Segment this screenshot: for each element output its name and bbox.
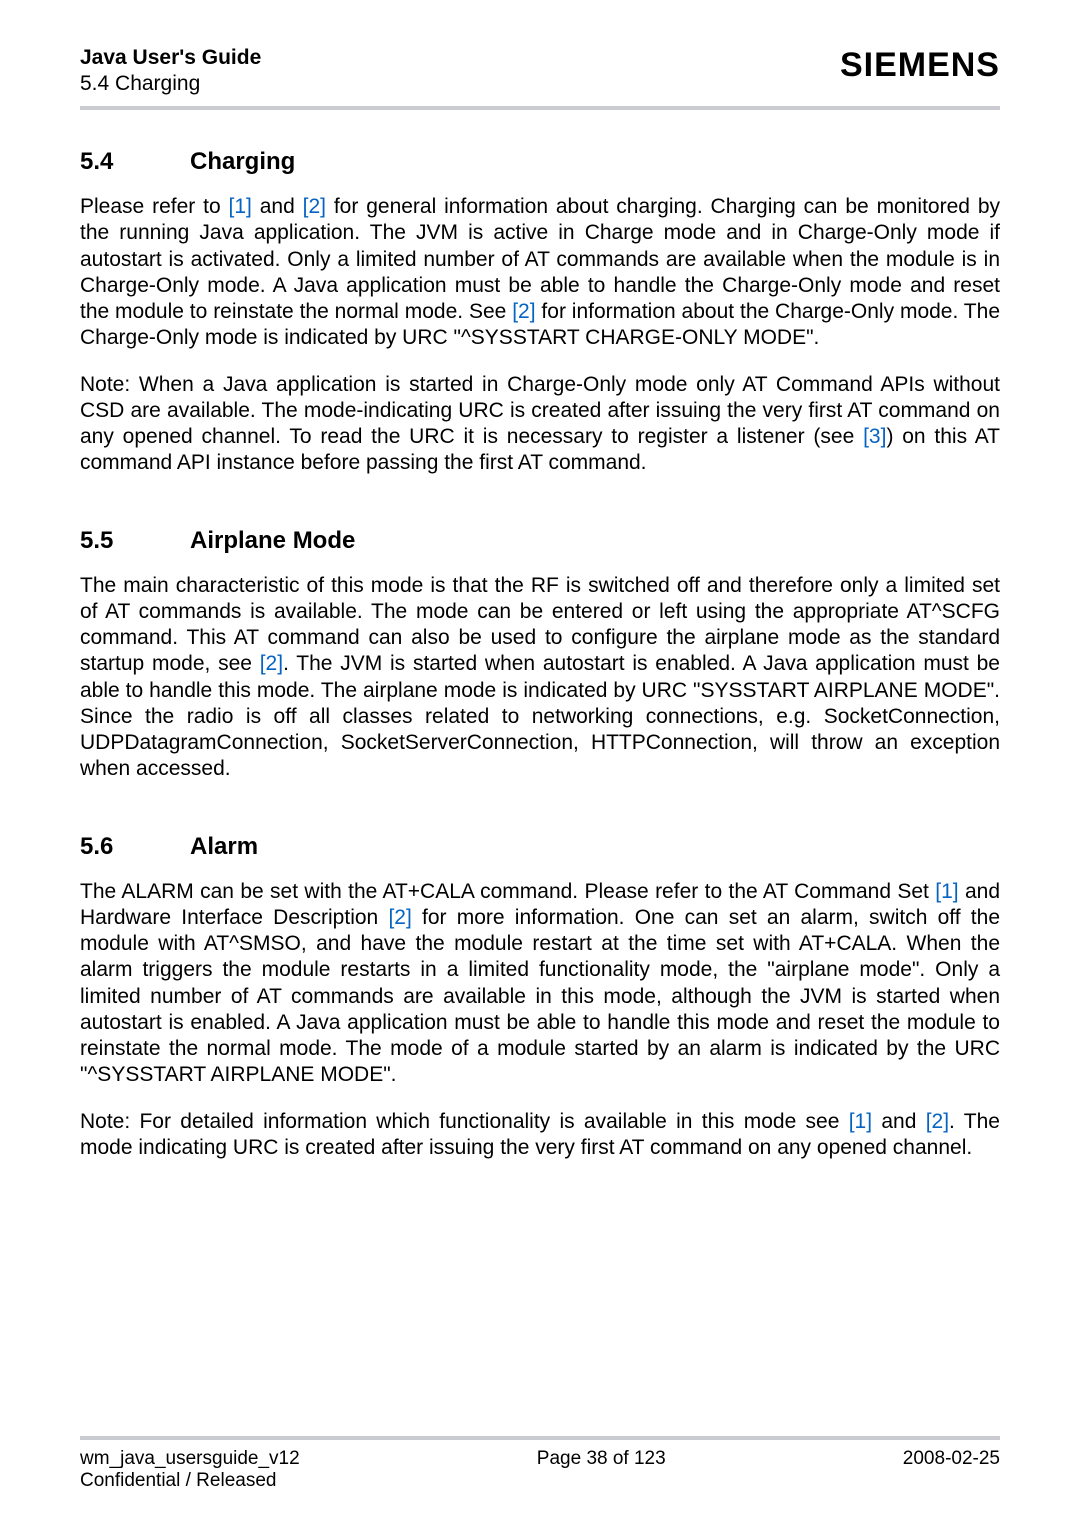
section-5-5-title: Airplane Mode: [190, 527, 355, 555]
section-5-5-heading: 5.5 Airplane Mode: [80, 527, 1000, 555]
section-5-6-title: Alarm: [190, 833, 258, 861]
reference-link-1b[interactable]: [1]: [935, 880, 958, 903]
section-5-4-heading: 5.4 Charging: [80, 148, 1000, 176]
section-5-6-paragraph-1: The ALARM can be set with the AT+CALA co…: [80, 879, 1000, 1089]
reference-link-2[interactable]: [2]: [303, 195, 326, 218]
header-divider: [80, 106, 1000, 110]
text-fragment: and: [252, 195, 303, 218]
footer-date: 2008-02-25: [903, 1448, 1000, 1492]
section-5-6-paragraph-2: Note: For detailed information which fun…: [80, 1109, 1000, 1162]
footer-doc-id: wm_java_usersguide_v12: [80, 1448, 300, 1470]
section-5-4-paragraph-2: Note: When a Java application is started…: [80, 372, 1000, 477]
section-5-6-heading: 5.6 Alarm: [80, 833, 1000, 861]
footer-divider: [80, 1436, 1000, 1440]
footer-page-number: Page 38 of 123: [537, 1448, 666, 1492]
reference-link-2d[interactable]: [2]: [388, 906, 411, 929]
text-fragment: Note: When a Java application is started…: [80, 373, 1000, 449]
section-5-4-title: Charging: [190, 148, 295, 176]
section-5-5-paragraph-1: The main characteristic of this mode is …: [80, 573, 1000, 783]
text-fragment: Note: For detailed information which fun…: [80, 1110, 849, 1133]
text-fragment: and: [872, 1110, 926, 1133]
reference-link-3[interactable]: [3]: [863, 425, 886, 448]
section-5-4-paragraph-1: Please refer to [1] and [2] for general …: [80, 194, 1000, 352]
doc-title: Java User's Guide: [80, 46, 261, 70]
reference-link-1c[interactable]: [1]: [849, 1110, 872, 1133]
header-left: Java User's Guide 5.4 Charging: [80, 46, 261, 96]
brand-logo: SIEMENS: [840, 46, 1000, 85]
reference-link-2b[interactable]: [2]: [512, 300, 535, 323]
reference-link-2c[interactable]: [2]: [260, 652, 283, 675]
page-footer: wm_java_usersguide_v12 Confidential / Re…: [80, 1436, 1000, 1492]
reference-link-1[interactable]: [1]: [229, 195, 252, 218]
text-fragment: Please refer to: [80, 195, 229, 218]
section-5-6-num: 5.6: [80, 833, 190, 861]
footer-confidentiality: Confidential / Released: [80, 1470, 300, 1492]
text-fragment: for more information. One can set an ala…: [80, 906, 1000, 1087]
page-header: Java User's Guide 5.4 Charging SIEMENS: [80, 46, 1000, 96]
reference-link-2e[interactable]: [2]: [926, 1110, 949, 1133]
doc-subtitle: 5.4 Charging: [80, 72, 261, 96]
section-5-5-num: 5.5: [80, 527, 190, 555]
section-5-4-num: 5.4: [80, 148, 190, 176]
text-fragment: The ALARM can be set with the AT+CALA co…: [80, 880, 935, 903]
